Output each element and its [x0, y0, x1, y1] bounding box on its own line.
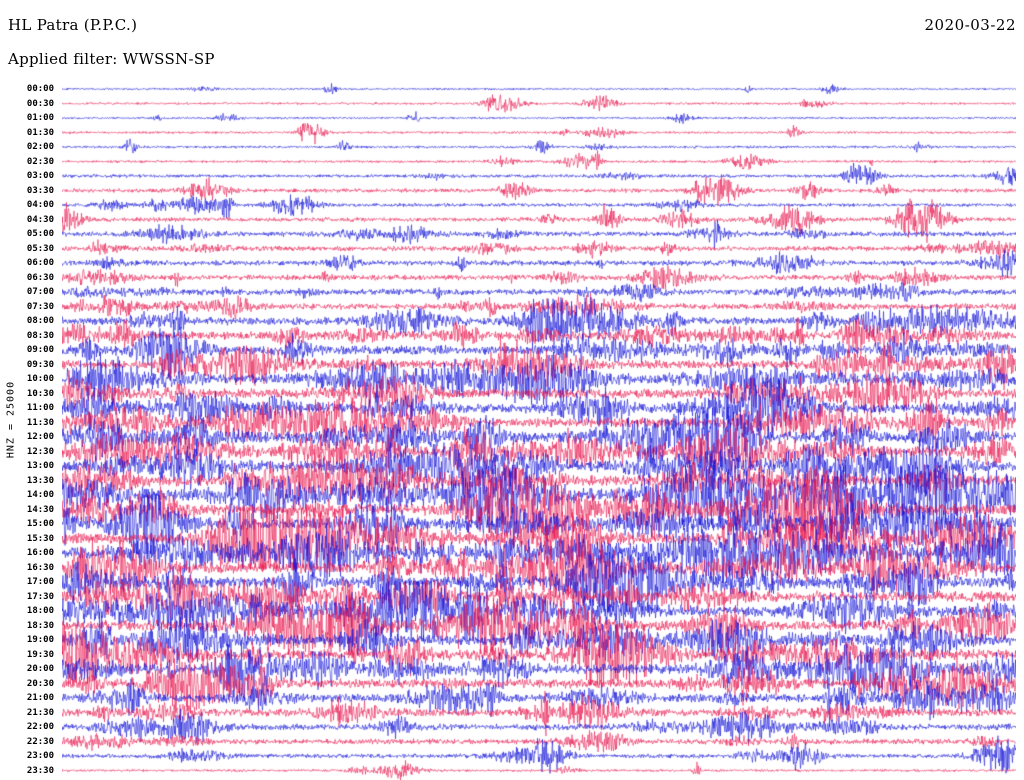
time-label: 00:00 [26, 84, 54, 94]
time-label: 23:30 [26, 765, 54, 776]
time-label: 17:30 [26, 591, 54, 602]
time-label: 15:00 [26, 519, 54, 529]
time-label: 07:00 [26, 287, 54, 297]
station-title: HL Patra (P.P.C.) [8, 16, 138, 34]
time-label: 16:30 [26, 562, 54, 573]
time-label: 12:00 [26, 432, 54, 442]
time-label: 08:30 [26, 330, 54, 341]
time-label: 19:30 [26, 649, 54, 660]
seismogram-canvas [62, 82, 1016, 780]
time-label: 03:30 [26, 185, 54, 196]
time-label: 23:00 [26, 751, 54, 761]
time-label: 10:30 [26, 388, 54, 399]
time-label: 13:00 [26, 461, 54, 471]
time-label: 10:00 [26, 374, 54, 384]
time-label: 11:00 [26, 403, 54, 413]
time-label: 15:30 [26, 533, 54, 544]
time-label: 04:00 [26, 200, 54, 210]
time-label: 11:30 [26, 417, 54, 428]
time-label: 12:30 [26, 446, 54, 457]
time-label: 16:00 [26, 548, 54, 558]
filter-label: Applied filter: WWSSN-SP [8, 50, 215, 68]
time-label: 20:30 [26, 678, 54, 689]
time-label: 22:30 [26, 736, 54, 747]
time-label: 01:30 [26, 127, 54, 138]
time-label: 17:00 [26, 577, 54, 587]
time-label: 00:30 [26, 98, 54, 109]
time-label: 14:00 [26, 490, 54, 500]
time-label: 22:00 [26, 722, 54, 732]
time-label: 07:30 [26, 301, 54, 312]
time-label: 09:30 [26, 359, 54, 370]
time-label: 04:30 [26, 214, 54, 225]
time-label: 19:00 [26, 635, 54, 645]
time-label: 21:30 [26, 707, 54, 718]
time-label: 18:00 [26, 606, 54, 616]
time-label-column: 00:00 00:30 01:00 01:30 02:00 02:30 03:00 03:30… [0, 0, 57, 780]
time-label: 21:00 [26, 693, 54, 703]
record-date: 2020-03-22 [924, 16, 1016, 34]
time-label: 06:00 [26, 258, 54, 268]
time-label: 20:00 [26, 664, 54, 674]
time-label: 01:00 [26, 113, 54, 123]
time-label: 05:30 [26, 243, 54, 254]
time-label: 06:30 [26, 272, 54, 283]
time-label: 09:00 [26, 345, 54, 355]
time-label: 02:30 [26, 156, 54, 167]
time-label: 02:00 [26, 142, 54, 152]
time-label: 08:00 [26, 316, 54, 326]
time-label: 14:30 [26, 504, 54, 515]
time-label: 18:30 [26, 620, 54, 631]
time-label: 13:30 [26, 475, 54, 486]
time-label: 03:00 [26, 171, 54, 181]
time-label: 05:00 [26, 229, 54, 239]
